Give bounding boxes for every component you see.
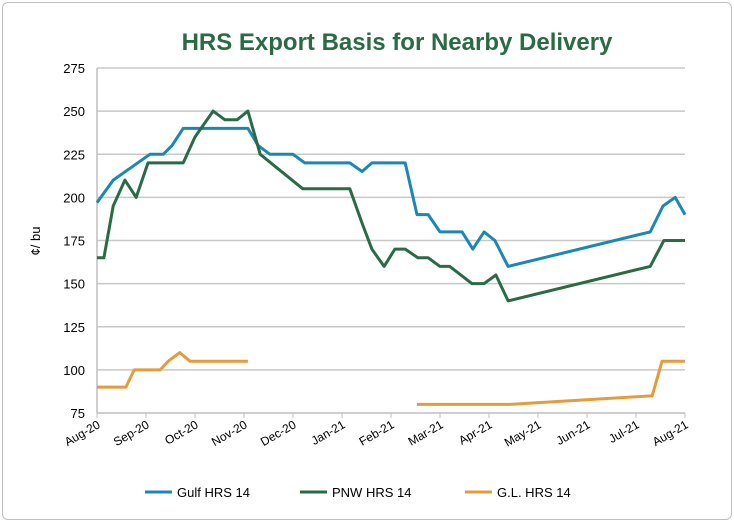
y-tick-label: 250: [63, 104, 85, 119]
y-tick-label: 75: [71, 406, 85, 421]
x-tick-label: Jun-21: [554, 417, 593, 448]
y-tick-label: 175: [63, 234, 85, 249]
y-tick-label: 150: [63, 277, 85, 292]
y-tick-label: 100: [63, 363, 85, 378]
y-tick-label: 275: [63, 61, 85, 76]
chart-title: HRS Export Basis for Nearby Delivery: [182, 29, 613, 56]
x-tick-label: Mar-21: [406, 417, 446, 448]
y-tick-label: 200: [63, 190, 85, 205]
x-tick-label: Aug-21: [650, 417, 691, 449]
x-tick-label: Jan-21: [309, 417, 348, 448]
x-tick-label: Jul-21: [606, 417, 642, 446]
y-tick-label: 225: [63, 147, 85, 162]
x-tick-label: Apr-21: [456, 417, 494, 447]
legend-label: Gulf HRS 14: [177, 485, 250, 500]
y-tick-label: 125: [63, 320, 85, 335]
x-tick-label: Oct-20: [162, 417, 200, 447]
series-line-pnw-hrs-14: [97, 109, 685, 303]
x-tick-label: Aug-20: [62, 417, 103, 449]
y-axis-label: ¢/ bu: [28, 227, 43, 256]
legend-label: G.L. HRS 14: [497, 485, 571, 500]
series-line-g-l-hrs-14: [97, 351, 685, 406]
x-tick-label: Sep-20: [111, 417, 152, 449]
legend-label: PNW HRS 14: [332, 485, 411, 500]
x-tick-label: Nov-20: [209, 417, 250, 449]
x-tick-label: Feb-21: [357, 417, 397, 448]
x-tick-label: May-21: [502, 417, 544, 449]
x-tick-label: Dec-20: [258, 417, 299, 449]
series-line-gulf-hrs-14: [95, 126, 687, 268]
